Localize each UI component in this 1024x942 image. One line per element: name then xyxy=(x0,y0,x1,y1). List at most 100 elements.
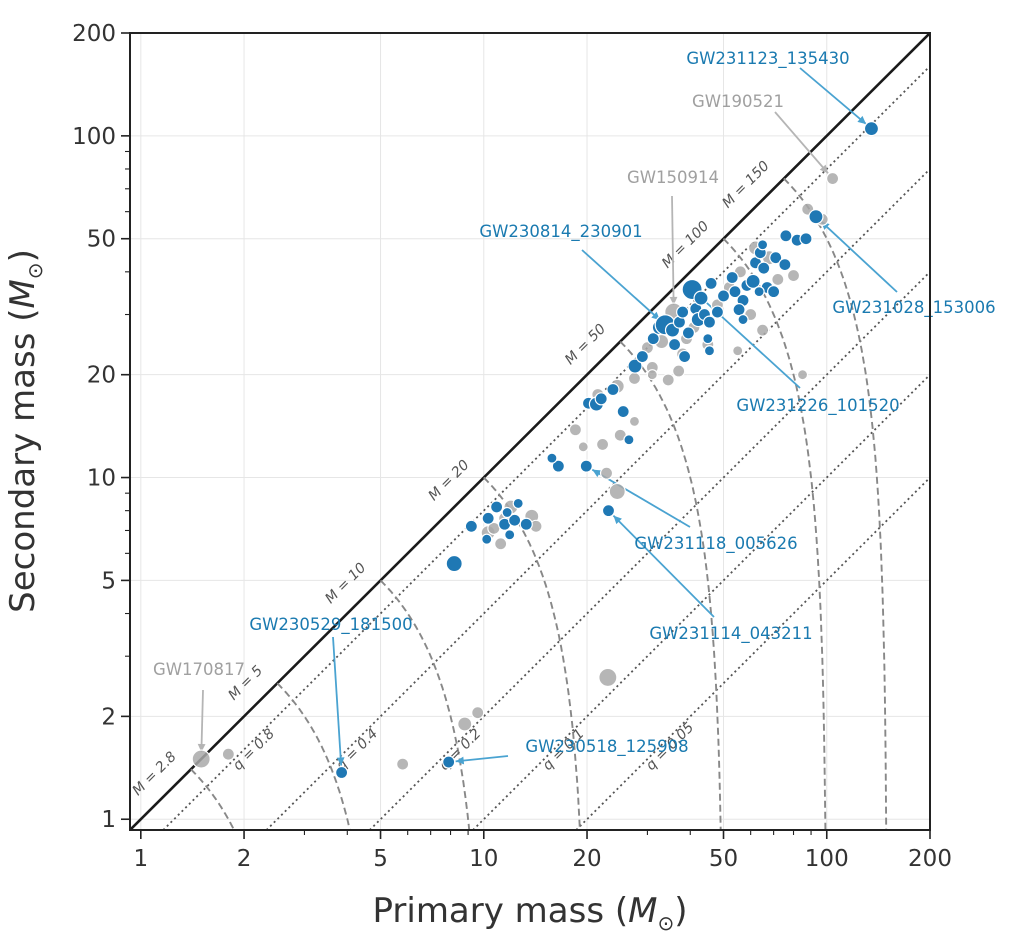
x-tick-label: 200 xyxy=(908,846,952,872)
mass-ratio-line xyxy=(265,168,930,830)
total-mass-curve xyxy=(276,682,351,830)
mass-ratio-line xyxy=(472,374,930,830)
previous-event-point xyxy=(796,369,809,381)
o4-event-point xyxy=(769,251,783,265)
annotation-arrowhead xyxy=(857,115,867,125)
o4-event-point xyxy=(579,459,593,473)
annotation-line xyxy=(820,220,898,293)
annotation-arrowhead xyxy=(197,743,206,753)
previous-event-point xyxy=(577,441,589,453)
previous-event-point xyxy=(595,437,610,452)
o4-event-point xyxy=(635,349,649,364)
o4-event-point xyxy=(464,519,478,533)
previous-event-point xyxy=(568,423,583,437)
tick-labels: 1 2 5 10 20 50 100 200 1 2 5 10 20 50 100 200 xyxy=(72,21,952,872)
previous-event-point xyxy=(599,466,614,480)
o4-event-point xyxy=(646,332,660,346)
o4-event-point xyxy=(594,392,608,406)
y-tick-label: 20 xyxy=(87,363,116,389)
annotation-arrowhead xyxy=(613,515,622,525)
o4-event-point xyxy=(710,305,725,319)
annotation-line xyxy=(612,514,715,618)
o4-event-point xyxy=(681,326,695,340)
y-tick-label: 100 xyxy=(72,124,116,150)
o4-event-point xyxy=(508,513,522,527)
x-tick-label: 5 xyxy=(373,846,388,872)
annotation-line xyxy=(671,195,675,306)
o4-event-point xyxy=(501,506,513,519)
o4-event-point xyxy=(490,500,504,514)
mass-ratio-line xyxy=(162,65,930,830)
total-mass-curve xyxy=(190,768,235,830)
previous-event-point xyxy=(221,747,235,761)
o4-event-point xyxy=(716,289,731,303)
previous-event-point xyxy=(755,323,770,337)
o4-event-point xyxy=(702,315,717,329)
x-tick-label: 1 xyxy=(133,846,148,872)
o4-event-point xyxy=(725,270,739,285)
o4-event-point xyxy=(757,261,771,275)
annotation-arrowhead xyxy=(669,296,678,306)
o4-event-point xyxy=(481,533,493,545)
x-tick-label: 50 xyxy=(709,846,738,872)
annotation-label: GW231123_135430 xyxy=(686,49,849,69)
o4-event-point xyxy=(753,286,765,298)
annotation-label: GW231226_101520 xyxy=(736,396,899,416)
total-mass-curve xyxy=(379,579,471,830)
o4-event-point xyxy=(627,358,643,374)
previous-event-point xyxy=(494,537,508,551)
o4-event-point xyxy=(728,285,742,299)
annotation-label: GW231118_005626 xyxy=(634,534,797,554)
o4-event-point xyxy=(704,276,718,290)
previous-event-point xyxy=(786,268,801,283)
o4-event-point xyxy=(551,459,565,473)
axis-ticks xyxy=(121,32,931,839)
annotation-label: GW150914 xyxy=(627,168,719,187)
previous-event-point xyxy=(732,345,744,357)
o4-event-point xyxy=(481,511,495,525)
o4-event-point xyxy=(512,497,524,510)
annotation-line xyxy=(774,111,829,174)
previous-event-point xyxy=(191,749,211,769)
o4-event-point xyxy=(693,290,709,306)
previous-event-point xyxy=(646,369,658,381)
o4-event-point xyxy=(778,257,792,272)
annotation-label: GW230518_125908 xyxy=(525,737,688,757)
y-tick-label: 2 xyxy=(101,704,116,730)
o4-event-point xyxy=(767,285,781,299)
annotation-lines xyxy=(197,67,898,766)
total-mass-curve xyxy=(722,238,827,830)
o4-event-point xyxy=(745,273,761,290)
previous-event-point xyxy=(471,706,485,720)
previous-event-point xyxy=(672,364,686,378)
o4-event-point xyxy=(519,517,533,531)
plot-frame xyxy=(129,32,931,831)
o4-event-point xyxy=(442,755,456,769)
y-tick-label: 200 xyxy=(72,21,116,47)
o4-event-point xyxy=(737,313,749,326)
o4-event-point xyxy=(799,232,813,246)
annotation-labels: GW231123_135430 GW190521 GW150914 GW230814_… xyxy=(153,49,996,757)
previous-event-point xyxy=(661,373,675,387)
o4-event-point xyxy=(702,333,714,345)
previous-event-point xyxy=(627,371,642,386)
grid-lines xyxy=(130,33,930,830)
annotation-line xyxy=(455,755,509,763)
o4-event-point xyxy=(863,121,880,137)
o4-event-point xyxy=(546,452,558,464)
x-tick-label: 10 xyxy=(469,846,498,872)
o4-event-point xyxy=(335,765,349,780)
x-axis-label: Primary mass (M⊙) xyxy=(372,891,687,935)
annotation-line xyxy=(332,636,343,766)
annotation-line xyxy=(799,67,867,125)
previous-event-point xyxy=(457,716,473,732)
x-tick-label: 100 xyxy=(805,846,849,872)
o4-event-point xyxy=(703,345,716,357)
y-tick-label: 10 xyxy=(87,466,116,492)
y-tick-label: 5 xyxy=(101,568,116,594)
previous-event-point xyxy=(608,482,626,501)
o4-event-point xyxy=(606,382,620,397)
annotation-label: GW230814_230901 xyxy=(479,222,642,242)
o4-event-point xyxy=(732,303,746,317)
